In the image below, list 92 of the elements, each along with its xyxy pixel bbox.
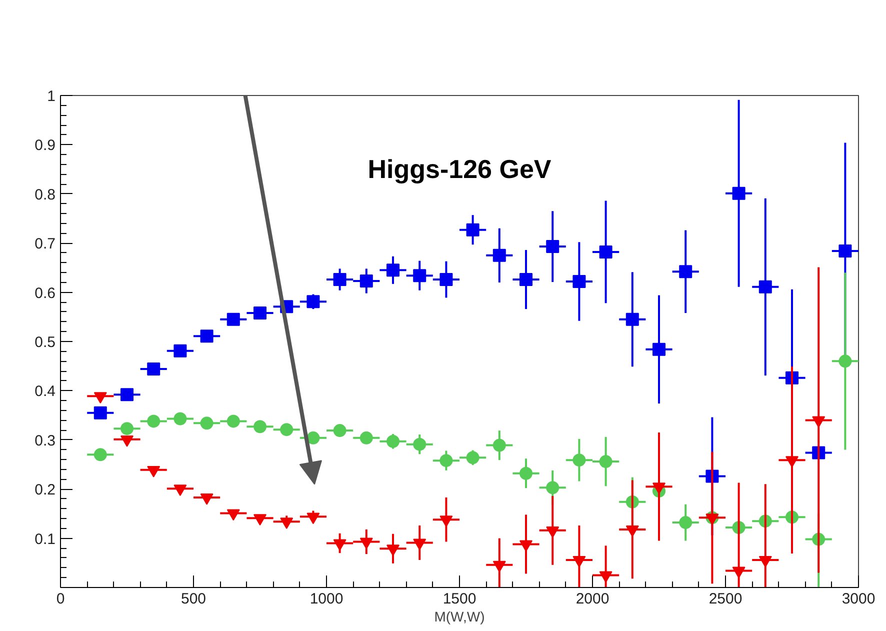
x-tick-label: 1500 <box>442 590 476 608</box>
point <box>599 245 612 258</box>
point <box>599 455 612 468</box>
point <box>440 516 453 528</box>
point <box>572 454 586 467</box>
point <box>572 274 586 288</box>
point <box>386 264 400 277</box>
point <box>226 312 240 326</box>
point <box>147 466 160 478</box>
point <box>706 514 719 526</box>
point <box>120 435 134 447</box>
point <box>466 451 480 464</box>
point <box>200 330 214 343</box>
point <box>306 295 320 308</box>
point <box>280 518 294 529</box>
point <box>120 422 134 436</box>
point <box>626 525 639 537</box>
point <box>492 438 506 452</box>
point <box>254 514 266 526</box>
point <box>652 482 666 494</box>
point <box>254 306 266 320</box>
y-tick-label: 0.4 <box>34 383 56 400</box>
point <box>786 456 798 468</box>
point <box>758 280 772 294</box>
point <box>147 414 160 428</box>
point <box>94 448 107 462</box>
point <box>520 273 532 286</box>
point <box>280 423 294 436</box>
point <box>758 556 772 568</box>
point <box>254 420 266 434</box>
y-tick-label: 0.3 <box>34 432 56 450</box>
y-tick-label: 0.2 <box>34 482 56 499</box>
point <box>386 544 400 556</box>
point <box>333 273 346 286</box>
annotation: Higgs-126 GeV <box>368 154 552 184</box>
y-tick-label: 0.8 <box>34 186 56 204</box>
point <box>413 538 426 550</box>
y-tick-label: 0.6 <box>34 284 56 302</box>
point <box>333 539 346 551</box>
point <box>466 223 480 236</box>
point <box>174 484 187 496</box>
point <box>147 362 160 376</box>
point <box>838 354 852 368</box>
point <box>679 516 692 530</box>
point <box>599 571 612 583</box>
point <box>360 274 373 288</box>
point <box>386 434 400 448</box>
y-tick-label: 1 <box>47 88 56 105</box>
point <box>333 424 346 438</box>
y-tick-label: 0.1 <box>34 530 56 548</box>
point <box>520 466 532 480</box>
point <box>546 526 560 538</box>
point <box>679 265 692 278</box>
point <box>226 509 240 521</box>
point <box>306 512 320 524</box>
point <box>413 269 426 282</box>
point <box>732 186 746 200</box>
point <box>440 454 453 468</box>
x-tick-label: 2000 <box>576 590 610 608</box>
point <box>838 244 852 258</box>
point <box>226 414 240 428</box>
x-tick-label: 2500 <box>708 590 742 608</box>
point <box>360 538 373 550</box>
point <box>732 566 746 578</box>
x-tick-label: 3000 <box>842 590 876 608</box>
point <box>94 392 107 404</box>
point <box>492 560 506 572</box>
point <box>413 438 426 451</box>
y-tick-label: 0.5 <box>34 334 56 351</box>
point <box>360 431 373 444</box>
point <box>572 556 586 568</box>
point <box>94 406 107 420</box>
x-axis-title: M(W,W) <box>434 608 485 624</box>
point <box>546 481 560 494</box>
point <box>492 248 506 262</box>
point <box>440 273 453 286</box>
x-tick-label: 500 <box>180 590 206 608</box>
y-tick-label: 0.9 <box>34 137 56 154</box>
y-tick-label: 0.7 <box>34 236 56 253</box>
x-tick-label: 1000 <box>310 590 344 608</box>
point <box>626 312 639 326</box>
point <box>546 240 560 254</box>
point <box>200 494 214 505</box>
point <box>306 431 320 444</box>
point <box>120 388 134 402</box>
point <box>520 540 532 552</box>
x-tick-label: 0 <box>56 590 65 608</box>
point <box>812 416 826 428</box>
point <box>652 342 666 356</box>
point <box>174 344 187 358</box>
point <box>200 416 214 430</box>
point <box>174 412 187 426</box>
